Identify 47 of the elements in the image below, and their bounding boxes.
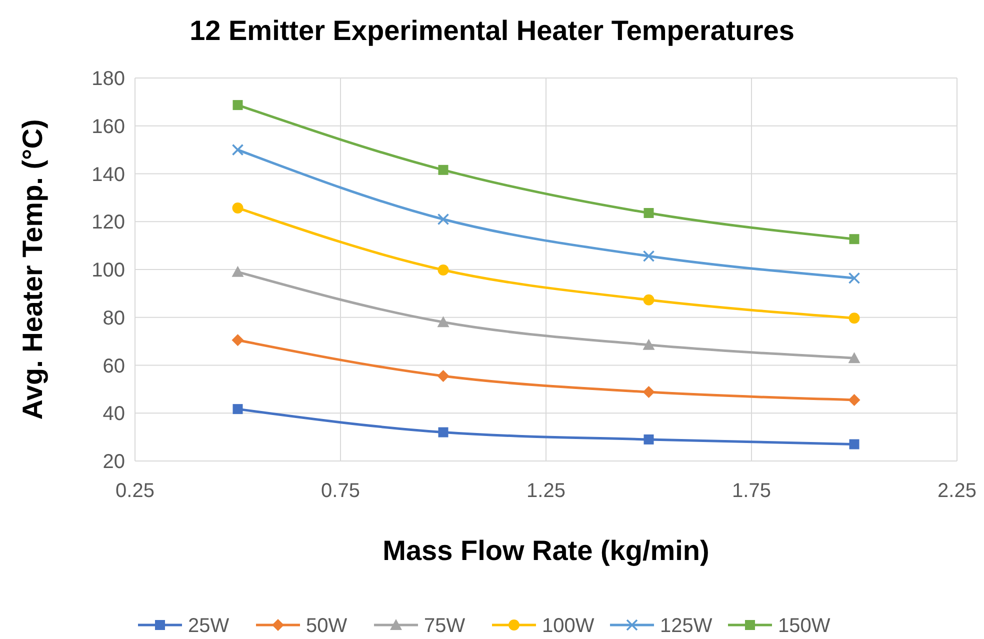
y-tick-label: 60 [102,355,125,378]
legend-label: 150W [778,615,830,637]
point [644,208,654,218]
point [848,394,860,406]
point [644,434,654,444]
legend-label: 100W [542,615,594,637]
y-tick-label: 20 [102,451,125,473]
point [232,334,244,346]
point [437,370,450,382]
y-axis-title: Avg. Heater Temp. (°C) [17,119,48,420]
y-tick-label: 160 [92,116,125,138]
point [848,272,860,284]
point [642,250,655,262]
y-tick-label: 180 [92,68,125,90]
point [438,264,449,276]
y-tick-label: 40 [102,403,125,426]
point [848,312,860,324]
point [232,202,244,214]
point [437,213,450,226]
legend-label: 75W [424,615,466,637]
point [849,439,860,450]
point [643,294,654,306]
point [232,144,244,156]
x-tick-label: 2.25 [938,480,976,502]
point [438,164,448,175]
point [849,234,860,244]
point [232,266,244,277]
point [232,404,243,414]
point [642,386,655,398]
x-tick-label: 0.75 [321,480,360,502]
legend-label: 50W [306,615,348,637]
legend-label: 125W [660,615,712,637]
point [848,352,860,364]
point [438,427,448,438]
x-tick-label: 1.75 [732,480,771,502]
x-axis-title: Mass Flow Rate (kg/min) [382,535,710,566]
y-tick-label: 80 [102,307,125,330]
x-tick-label: 1.25 [526,480,566,502]
point [232,100,243,110]
point [642,338,655,350]
legend-label: 25W [188,615,230,637]
y-tick-label: 120 [92,212,125,234]
y-tick-label: 140 [92,164,125,186]
y-tick-label: 100 [92,260,125,282]
chart-title: 12 Emitter Experimental Heater Temperatures [190,15,794,46]
x-tick-label: 0.25 [116,480,154,502]
point [437,316,450,328]
